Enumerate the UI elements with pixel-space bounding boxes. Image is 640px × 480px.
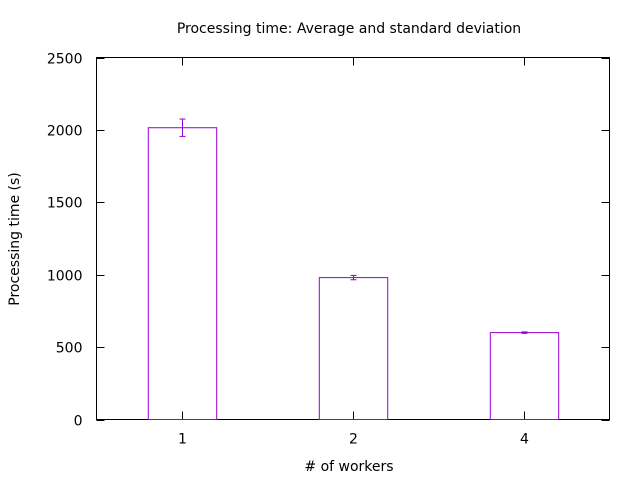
x-tick-label: 1 (178, 432, 187, 448)
y-tick-label: 500 (56, 341, 83, 357)
x-tick-label: 2 (349, 432, 358, 448)
bars (147, 118, 560, 421)
y-tick-label: 1000 (47, 269, 83, 285)
bar-2 (318, 277, 389, 421)
y-tick-label: 1500 (47, 196, 83, 212)
y-axis: 0 500 1000 1500 2000 2500 (47, 52, 610, 430)
chart-title: Processing time: Average and standard de… (177, 21, 521, 37)
y-axis-label: Processing time (s) (7, 172, 23, 306)
y-tick-label: 0 (74, 414, 83, 430)
y-tick-label: 2500 (47, 52, 83, 68)
x-axis-label: # of workers (304, 459, 393, 475)
x-axis: 1 2 4 (178, 57, 529, 448)
bar-4 (489, 332, 560, 420)
y-tick-label: 2000 (47, 124, 83, 140)
bar-1 (147, 127, 218, 420)
x-tick-label: 4 (520, 432, 529, 448)
plot-frame (96, 57, 610, 420)
